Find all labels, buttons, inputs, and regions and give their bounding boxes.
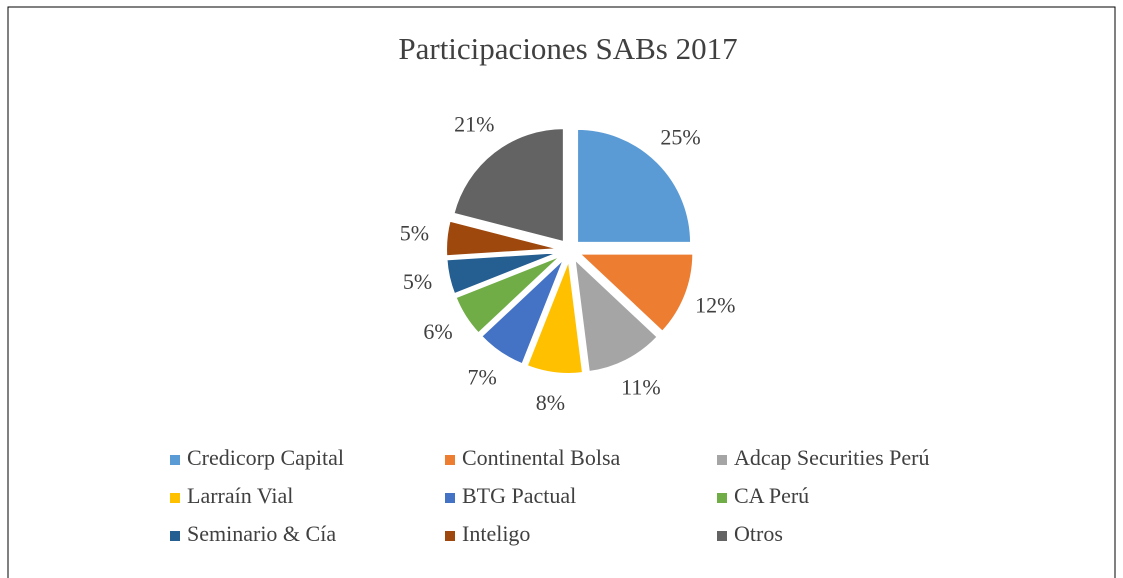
data-label: 7%: [468, 364, 497, 389]
pie-slice: [479, 257, 566, 366]
legend-marker: [170, 493, 180, 503]
legend-marker: [445, 493, 455, 503]
pie-slice: [576, 127, 693, 244]
pie-slice: [576, 252, 695, 334]
data-label: 5%: [400, 220, 429, 245]
pie-slice: [525, 259, 585, 375]
legend-marker: [170, 455, 180, 465]
legend-marker: [717, 493, 727, 503]
legend-label: Inteligo: [462, 521, 530, 546]
legend-label: BTG Pactual: [462, 483, 576, 508]
legend-label: Seminario & Cía: [187, 521, 336, 546]
pie-slice: [573, 256, 660, 374]
legend-marker: [445, 455, 455, 465]
data-label: 11%: [621, 374, 661, 399]
chart-title: Participaciones SABs 2017: [398, 31, 737, 66]
legend-marker: [170, 531, 180, 541]
legend-marker: [717, 455, 727, 465]
legend-label: Otros: [734, 521, 783, 546]
pie-slice: [445, 251, 561, 296]
legend-label: Adcap Securities Perú: [734, 445, 930, 470]
data-label: 8%: [536, 390, 565, 415]
pie-slice: [454, 254, 563, 335]
data-label: 6%: [423, 319, 452, 344]
data-label: 25%: [660, 125, 700, 150]
legend-label: CA Perú: [734, 483, 809, 508]
legend-label: Continental Bolsa: [462, 445, 621, 470]
legend-label: Credicorp Capital: [187, 445, 344, 470]
data-label: 21%: [454, 112, 494, 137]
data-label: 5%: [403, 269, 432, 294]
legend-label: Larraín Vial: [187, 483, 293, 508]
data-label: 12%: [695, 293, 735, 318]
legend-marker: [445, 531, 455, 541]
legend-marker: [717, 531, 727, 541]
pie-slice: [452, 127, 565, 244]
pie-slice: [445, 219, 561, 258]
